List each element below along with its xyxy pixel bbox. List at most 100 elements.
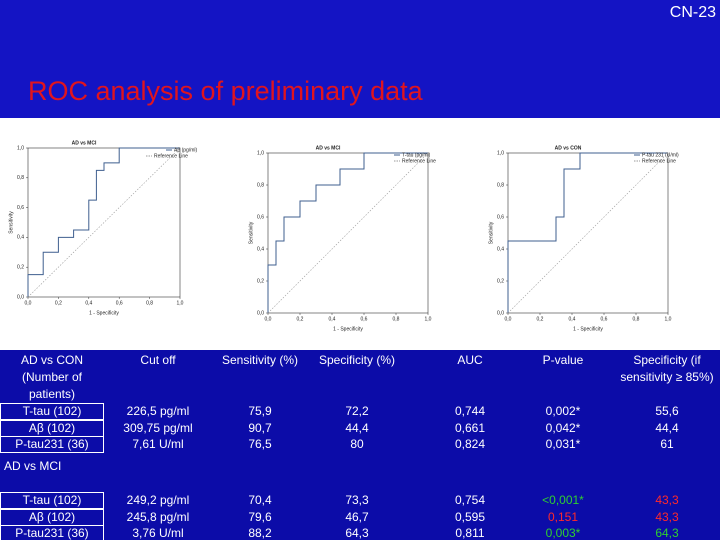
table-cell: 0,811 xyxy=(455,526,485,540)
y-tick-label: 0,2 xyxy=(257,278,264,284)
row-label: T-tau (102) xyxy=(0,492,104,509)
y-tick-label: 0,6 xyxy=(17,205,24,211)
x-tick-label: 0,2 xyxy=(537,316,544,322)
table-cell: 64,3 xyxy=(655,526,679,540)
table-cell: <0,001* xyxy=(542,493,584,507)
table-cell: 88,2 xyxy=(248,526,272,540)
x-tick-label: 0,8 xyxy=(633,316,640,322)
x-tick-label: 0,2 xyxy=(297,316,304,322)
table-cell: 64,3 xyxy=(345,526,369,540)
y-tick-label: 0,6 xyxy=(497,214,504,220)
y-axis-label: Sensitivity xyxy=(488,221,494,244)
chart-title: AD vs CON xyxy=(555,145,582,151)
y-tick-label: 0,0 xyxy=(497,310,504,316)
table-cell: 76,5 xyxy=(248,437,272,451)
y-tick-label: 0,8 xyxy=(257,182,264,188)
y-tick-label: 0,4 xyxy=(17,235,24,241)
table-cell: 309,75 pg/ml xyxy=(123,420,193,435)
table-cell: 0,595 xyxy=(454,509,486,524)
table-cell: 245,8 pg/ml xyxy=(126,509,190,524)
legend-label: Reference Line xyxy=(154,153,188,159)
plot-frame xyxy=(267,152,429,314)
column-header: Specificity (if sensitivity ≥ 85%) xyxy=(620,353,714,384)
y-axis-label: Sensitivity xyxy=(8,211,14,234)
y-tick-label: 1,0 xyxy=(17,145,24,151)
legend-label: Aβ (pg/ml) xyxy=(174,147,197,153)
legend-label: Reference Line xyxy=(642,158,676,164)
x-tick-label: 0,6 xyxy=(116,300,123,306)
x-tick-label: 0,0 xyxy=(265,316,272,322)
roc-curve xyxy=(27,147,180,297)
table-cell: 80 xyxy=(350,437,364,451)
section-label: AD vs MCI xyxy=(4,459,62,473)
y-tick-label: 0,0 xyxy=(257,310,264,316)
row-label: Aβ (102) xyxy=(0,419,104,437)
table-cell: 0,744 xyxy=(454,404,486,418)
table-cell: 72,2 xyxy=(345,404,369,418)
x-tick-label: 0,6 xyxy=(601,316,608,322)
column-header: Sensitivity (%) xyxy=(221,353,298,367)
table-cell: 75,9 xyxy=(248,404,272,418)
y-tick-label: 1,0 xyxy=(497,150,504,156)
table-cell: 44,4 xyxy=(345,420,369,435)
row-label: T-tau (102) xyxy=(0,403,104,420)
table-cell: 90,7 xyxy=(248,420,272,435)
x-tick-label: 0,4 xyxy=(569,316,576,322)
roc-curve xyxy=(267,152,429,314)
table-cell: 70,4 xyxy=(248,493,272,507)
table-cell: 46,7 xyxy=(345,509,369,524)
y-tick-label: 0,6 xyxy=(257,214,264,220)
y-tick-label: 0,2 xyxy=(17,265,24,271)
table-cell: 0,031* xyxy=(545,437,581,451)
header-band xyxy=(0,0,720,118)
chart-title: AD vs MCI xyxy=(316,145,341,151)
plot-frame xyxy=(27,147,181,298)
x-tick-label: 0,4 xyxy=(329,316,336,322)
table-cell: 0,754 xyxy=(454,493,486,507)
y-tick-label: 1,0 xyxy=(257,150,264,156)
roc-curve xyxy=(267,152,428,313)
chart-title: AD vs MCI xyxy=(72,140,97,146)
table-cell: 44,4 xyxy=(655,420,679,435)
x-tick-label: 1,0 xyxy=(425,316,432,322)
legend-label: Reference Line xyxy=(402,158,436,164)
y-tick-label: 0,2 xyxy=(497,278,504,284)
table-cell: 43,3 xyxy=(655,509,679,524)
table-cell: 55,6 xyxy=(655,404,679,418)
table-cell: 0,042* xyxy=(545,420,581,435)
x-tick-label: 0,2 xyxy=(55,300,62,306)
x-axis-label: 1 - Specificity xyxy=(89,310,119,316)
x-tick-label: 1,0 xyxy=(665,316,672,322)
table-cell: 0,824 xyxy=(454,437,486,451)
table-cell: 0,151 xyxy=(547,509,579,524)
x-tick-label: 0,6 xyxy=(361,316,368,322)
results-table: AD vs CON (Number of patients) Cut off Sen… xyxy=(0,350,720,540)
column-header: Cut off xyxy=(140,353,176,367)
column-header: P-value xyxy=(542,353,584,367)
y-tick-label: 0,4 xyxy=(257,246,264,252)
x-tick-label: 0,4 xyxy=(85,300,92,306)
table-cell: 79,6 xyxy=(248,509,272,524)
column-header: Specificity (%) xyxy=(318,353,395,367)
column-header: AUC xyxy=(457,353,483,367)
table-cell: 0,002* xyxy=(545,404,581,418)
table-cell: 226,5 pg/ml xyxy=(126,404,190,418)
table-cell: 3,76 U/ml xyxy=(132,526,184,540)
legend-label: T-tau (pg/ml) xyxy=(402,152,431,158)
x-axis-label: 1 - Specificity xyxy=(573,326,603,332)
table-cell: 0,661 xyxy=(454,420,486,435)
y-tick-label: 0,8 xyxy=(17,175,24,181)
row-label: P-tau231 (36) xyxy=(0,525,104,540)
table-cell: 43,3 xyxy=(655,493,679,507)
x-axis-label: 1 - Specificity xyxy=(333,326,363,332)
x-tick-label: 0,8 xyxy=(146,300,153,306)
y-tick-label: 0,0 xyxy=(17,294,24,300)
x-tick-label: 0,0 xyxy=(505,316,512,322)
x-tick-label: 0,0 xyxy=(25,300,32,306)
slide-code: CN-23 xyxy=(669,4,716,21)
column-header: AD vs CON (Number of patients) xyxy=(20,353,83,401)
y-tick-label: 0,4 xyxy=(497,246,504,252)
y-tick-label: 0,8 xyxy=(497,182,504,188)
table-cell: 61 xyxy=(660,437,674,451)
